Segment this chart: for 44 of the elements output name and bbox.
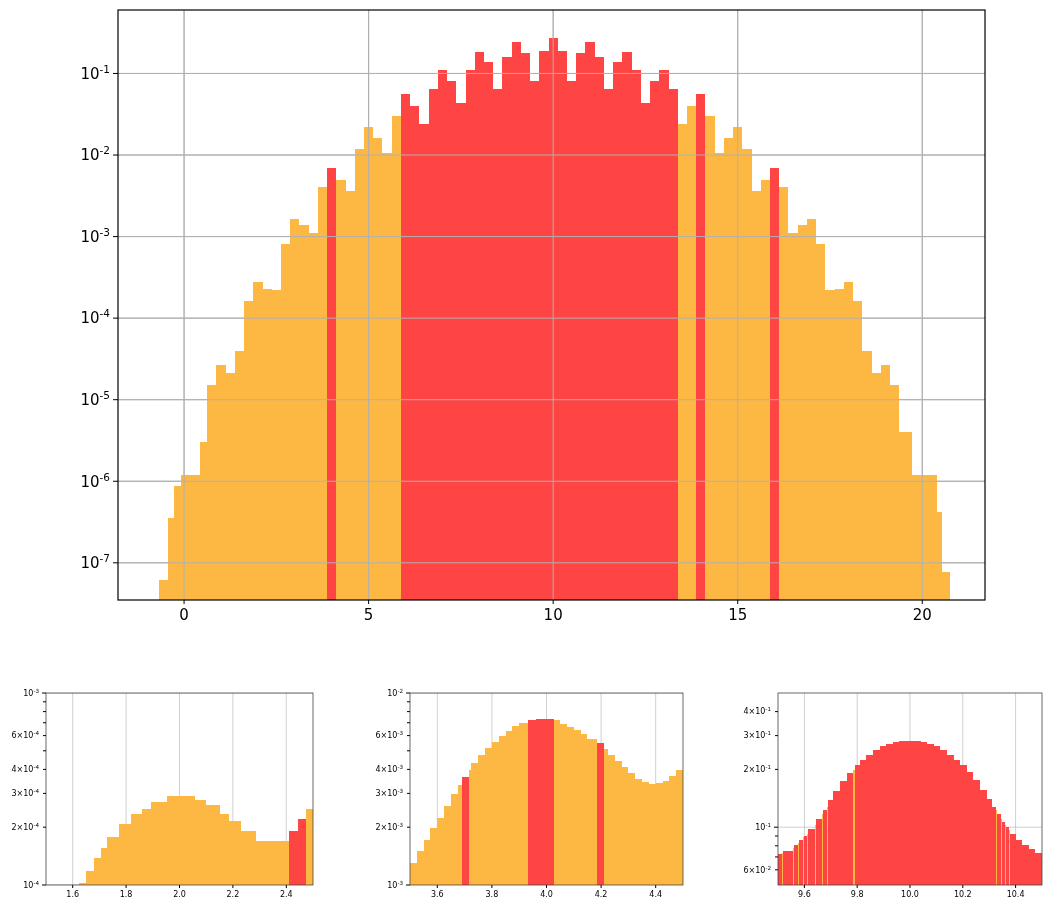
x-tick-label: 10: [543, 606, 563, 624]
x-tick-label: 9.8: [850, 890, 864, 899]
x-tick-label: 2.0: [173, 890, 186, 899]
y-tick-label: 10$^{-3}$: [23, 687, 40, 698]
y-tick-label: 6×10$^{-3}$: [375, 730, 404, 741]
x-tick-label: 0: [179, 606, 189, 624]
y-tick-label: 10$^{-7}$: [80, 552, 110, 573]
y-tick-label: 3×10$^{-4}$: [11, 788, 40, 799]
x-tick-label: 4.4: [649, 890, 663, 899]
y-tick-label: 2×10$^{-4}$: [11, 822, 40, 832]
y-tick-label: 10$^{-4}$: [23, 879, 40, 890]
x-tick-label: 10.4: [1006, 890, 1025, 899]
y-tick-label: 4×10$^{-4}$: [11, 764, 40, 775]
x-tick-label: 10.2: [953, 890, 972, 899]
x-tick-label: 9.6: [798, 890, 811, 899]
x-tick-label: 2.4: [279, 890, 293, 899]
y-tick-label: 3×10$^{-1}$: [743, 730, 772, 741]
y-tick-label: 2×10$^{-3}$: [375, 822, 404, 832]
y-tick-label: 4×10$^{-1}$: [743, 706, 772, 717]
x-tick-label: 1.8: [119, 890, 133, 899]
x-tick-label: 10.0: [901, 890, 919, 899]
y-tick-label: 10$^{-6}$: [80, 470, 111, 491]
y-tick-label: 10$^{-3}$: [80, 225, 110, 246]
y-tick-label: 10$^{-5}$: [80, 388, 110, 409]
y-tick-label: 6×10$^{-4}$: [11, 730, 40, 741]
x-tick-label: 3.6: [430, 890, 444, 899]
y-tick-label: 3×10$^{-3}$: [375, 788, 404, 799]
y-tick-label: 2×10$^{-1}$: [743, 764, 772, 775]
x-tick-label: 4.2: [594, 890, 608, 899]
y-tick-label: 10$^{-3}$: [387, 879, 404, 890]
x-tick-label: 1.6: [66, 890, 80, 899]
y-tick-label: 10$^{-4}$: [80, 307, 111, 328]
y-tick-label: 10$^{-1}$: [755, 822, 772, 832]
x-tick-label: 3.8: [485, 890, 499, 899]
y-tick-label: 10$^{-1}$: [80, 62, 110, 83]
y-tick-label: 10$^{-2}$: [387, 687, 403, 698]
x-tick-label: 5: [363, 606, 374, 624]
x-tick-label: 2.2: [226, 890, 240, 899]
x-tick-label: 15: [728, 606, 748, 624]
x-tick-label: 4.0: [540, 890, 553, 899]
y-tick-label: 4×10$^{-3}$: [375, 764, 404, 775]
x-tick-label: 20: [912, 606, 932, 624]
y-tick-label: 10$^{-2}$: [80, 144, 110, 165]
y-tick-label: 6×10$^{-2}$: [743, 864, 771, 875]
